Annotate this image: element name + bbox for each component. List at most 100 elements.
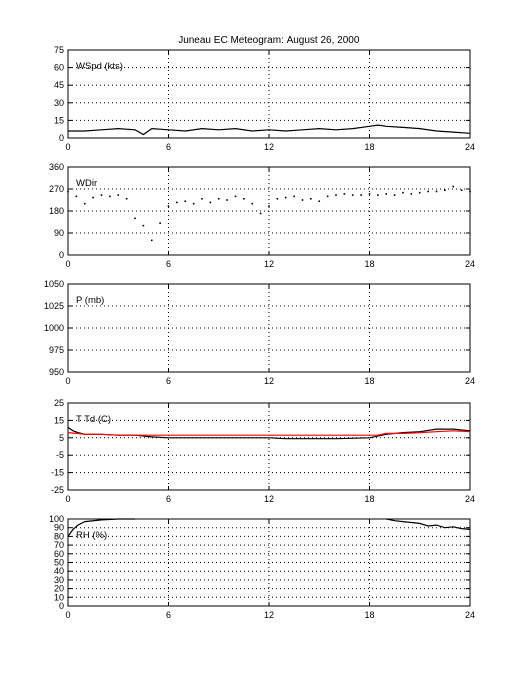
x-tick-label: 18 (364, 376, 374, 386)
y-tick-label: 90 (54, 228, 64, 238)
data-point (259, 212, 262, 215)
data-point (393, 194, 396, 196)
data-point (310, 197, 312, 200)
data-point (142, 224, 145, 227)
data-point (284, 196, 287, 199)
data-point (134, 217, 136, 220)
data-point (209, 201, 212, 204)
y-tick-label: 950 (49, 367, 64, 377)
panel-ttd: 0 6 12 18 24 -25 -15 -5 5 15 25 T Td (C) (51, 398, 475, 504)
x-tick-label: 0 (65, 376, 70, 386)
y-tick-label: 1000 (44, 323, 64, 333)
data-point (326, 195, 329, 198)
y-tick-label: 0 (59, 250, 64, 260)
x-tick-label: 0 (65, 142, 70, 152)
series-line-0 (67, 518, 135, 537)
data-point (117, 194, 120, 196)
y-tick-label: 10 (54, 592, 64, 602)
data-point (469, 190, 471, 193)
data-point (67, 190, 69, 193)
data-point (343, 193, 346, 195)
series-line-1 (386, 518, 471, 530)
data-point (301, 199, 304, 201)
data-point (368, 193, 371, 195)
y-tick-label: 80 (54, 531, 64, 541)
y-tick-label: 70 (54, 540, 64, 550)
x-tick-label: 18 (364, 259, 374, 269)
panel-label: RH (%) (76, 530, 107, 541)
y-tick-label: 0 (59, 133, 64, 143)
y-tick-label: 1025 (44, 301, 64, 311)
x-tick-label: 18 (364, 610, 374, 620)
y-tick-label: 90 (54, 523, 64, 533)
data-point (159, 222, 161, 225)
y-tick-label: 75 (54, 45, 64, 55)
x-tick-label: 6 (166, 259, 171, 269)
series-line-1 (67, 430, 471, 436)
data-point (92, 196, 94, 199)
data-point (234, 195, 237, 198)
x-tick-label: 6 (166, 494, 171, 504)
data-point (360, 194, 362, 196)
figure-date: August 26, 2000 (287, 35, 360, 46)
x-tick-label: 24 (465, 259, 475, 269)
y-tick-label: 30 (54, 98, 64, 108)
x-tick-label: 24 (465, 376, 475, 386)
y-tick-label: 100 (49, 514, 64, 524)
x-tick-label: 6 (166, 376, 171, 386)
x-tick-label: 24 (465, 142, 475, 152)
y-tick-label: -15 (51, 468, 64, 478)
data-point (125, 197, 128, 200)
x-tick-label: 0 (65, 259, 70, 269)
data-point (75, 195, 78, 198)
data-point (276, 197, 279, 200)
y-tick-label: 15 (54, 415, 64, 425)
x-tick-label: 18 (364, 494, 374, 504)
y-tick-label: 360 (49, 162, 64, 172)
x-tick-label: 12 (264, 610, 274, 620)
data-point (351, 194, 354, 196)
data-point (201, 197, 203, 200)
data-point (100, 194, 103, 196)
data-point (410, 193, 413, 195)
data-point (243, 197, 245, 200)
x-tick-label: 12 (264, 259, 274, 269)
data-point (377, 194, 379, 196)
data-point (402, 191, 404, 194)
data-point (83, 202, 86, 205)
data-point (109, 195, 111, 198)
x-tick-label: 12 (264, 494, 274, 504)
y-tick-label: 180 (49, 206, 64, 216)
x-tick-label: 12 (264, 376, 274, 386)
y-tick-label: 270 (49, 184, 64, 194)
data-point (335, 194, 337, 196)
panel-label: WDir (76, 178, 97, 189)
panel-label: WSpd (kts) (76, 61, 123, 72)
data-point (217, 197, 220, 200)
x-tick-label: 24 (465, 494, 475, 504)
x-tick-label: 18 (364, 142, 374, 152)
y-tick-label: 5 (59, 433, 64, 443)
data-point (452, 185, 455, 188)
data-point (192, 202, 195, 205)
data-point (167, 205, 170, 207)
y-tick-label: 40 (54, 566, 64, 576)
data-point (150, 239, 153, 242)
y-tick-label: 60 (54, 63, 64, 73)
series-line-0 (68, 124, 471, 136)
figure-title: Juneau EC Meteogram: (178, 35, 284, 46)
data-point (418, 191, 421, 194)
y-tick-label: -5 (56, 450, 64, 460)
y-tick-label: 30 (54, 575, 64, 585)
y-tick-label: 15 (54, 115, 64, 125)
data-point (251, 202, 254, 205)
x-tick-label: 24 (465, 610, 475, 620)
x-tick-label: 12 (264, 142, 274, 152)
y-tick-label: 50 (54, 558, 64, 568)
y-tick-label: 1050 (44, 279, 64, 289)
panel-wdir: 0 6 12 18 24 0 90 180 270 360 WDir (49, 162, 475, 269)
y-tick-label: 0 (59, 601, 64, 611)
data-point (427, 190, 429, 193)
